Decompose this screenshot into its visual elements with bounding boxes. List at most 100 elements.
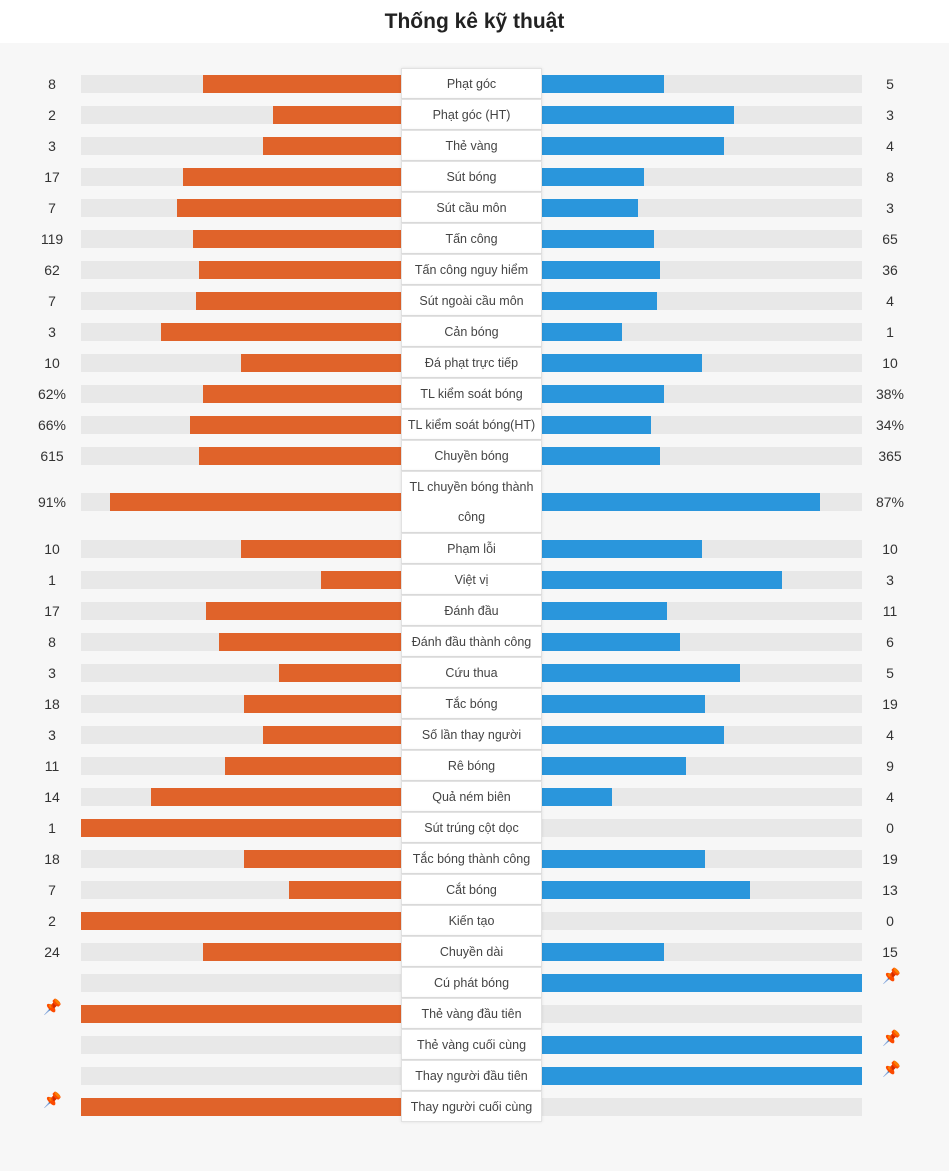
home-bar xyxy=(263,137,401,155)
home-value: 1 xyxy=(48,572,56,588)
home-value: 2 xyxy=(48,913,56,929)
home-bar xyxy=(203,385,401,403)
away-value: 19 xyxy=(882,696,898,712)
home-value: 91% xyxy=(37,494,67,510)
away-bar xyxy=(542,137,724,155)
home-bar-track xyxy=(81,75,401,93)
home-value: 62 xyxy=(44,262,60,278)
stat-label: Tấn công xyxy=(401,223,542,254)
stat-label: Sút trúng cột dọc xyxy=(401,812,542,843)
home-bar xyxy=(81,819,401,837)
home-bar-track xyxy=(81,168,401,186)
home-value: 3 xyxy=(48,324,56,340)
away-bar-track xyxy=(542,199,862,217)
away-bar-track xyxy=(542,540,862,558)
stat-label: Quả ném biên xyxy=(401,781,542,812)
home-bar-track xyxy=(81,261,401,279)
away-bar-track xyxy=(542,912,862,930)
away-bar-track xyxy=(542,850,862,868)
stat-label: TL kiểm soát bóng xyxy=(401,378,542,409)
home-bar-track xyxy=(81,757,401,775)
away-value: 10 xyxy=(882,541,898,557)
home-bar xyxy=(273,106,401,124)
away-bar xyxy=(542,323,622,341)
away-bar-track xyxy=(542,168,862,186)
home-value: 1 xyxy=(48,820,56,836)
away-bar xyxy=(542,385,664,403)
home-bar-track xyxy=(81,850,401,868)
stat-label: Cú phát bóng xyxy=(401,967,542,998)
away-value: 4 xyxy=(886,293,894,309)
home-value: 17 xyxy=(44,169,60,185)
stat-label: Rê bóng xyxy=(401,750,542,781)
away-value: 0 xyxy=(886,913,894,929)
away-bar xyxy=(542,199,638,217)
home-bar-track xyxy=(81,1036,401,1054)
away-bar xyxy=(542,602,667,620)
home-bar xyxy=(203,75,401,93)
away-bar xyxy=(542,1067,862,1085)
away-value: 5 xyxy=(886,76,894,92)
home-value: 11 xyxy=(44,758,60,774)
stat-label: Thay người đầu tiên xyxy=(401,1060,542,1091)
stat-label: Chuyền bóng xyxy=(401,440,542,471)
away-value: 36 xyxy=(882,262,898,278)
stat-label: Phạt góc xyxy=(401,68,542,99)
stat-label: Đánh đầu xyxy=(401,595,542,626)
stat-label: Sút bóng xyxy=(401,161,542,192)
away-value: 15 xyxy=(882,944,898,960)
away-value: 4 xyxy=(886,727,894,743)
stat-label: Chuyền dài xyxy=(401,936,542,967)
away-bar-track xyxy=(542,1098,862,1116)
away-bar xyxy=(542,571,782,589)
home-bar xyxy=(151,788,401,806)
home-value: 18 xyxy=(44,696,60,712)
away-value: 3 xyxy=(886,572,894,588)
home-value: 615 xyxy=(40,448,64,464)
away-value: 10 xyxy=(882,355,898,371)
home-bar xyxy=(110,493,401,511)
home-value: 3 xyxy=(48,138,56,154)
away-bar xyxy=(542,726,724,744)
home-bar xyxy=(244,695,401,713)
stat-label: Đánh đầu thành công xyxy=(401,626,542,657)
away-value: 9 xyxy=(886,758,894,774)
home-bar xyxy=(161,323,401,341)
home-bar-track xyxy=(81,1067,401,1085)
home-value: 62% xyxy=(37,386,67,402)
home-value: 3 xyxy=(48,727,56,743)
home-bar xyxy=(289,881,401,899)
home-value: 7 xyxy=(48,882,56,898)
home-bar xyxy=(199,261,401,279)
header: Thống kê kỹ thuật xyxy=(0,0,949,43)
away-value: 1 xyxy=(886,324,894,340)
away-bar-track xyxy=(542,571,862,589)
away-bar xyxy=(542,757,686,775)
stat-label: Cản bóng xyxy=(401,316,542,347)
away-bar-track xyxy=(542,1005,862,1023)
away-bar xyxy=(542,540,702,558)
home-bar xyxy=(190,416,401,434)
away-bar xyxy=(542,664,740,682)
away-bar xyxy=(542,447,660,465)
away-bar-track xyxy=(542,1036,862,1054)
home-value: 7 xyxy=(48,200,56,216)
home-bar-track xyxy=(81,137,401,155)
away-value: 3 xyxy=(886,107,894,123)
away-value: 365 xyxy=(878,448,902,464)
home-value: 18 xyxy=(44,851,60,867)
away-bar xyxy=(542,633,680,651)
home-bar xyxy=(81,912,401,930)
away-bar xyxy=(542,493,820,511)
home-bar xyxy=(321,571,401,589)
home-bar xyxy=(203,943,401,961)
away-value: 4 xyxy=(886,138,894,154)
home-bar xyxy=(81,1005,401,1023)
away-value: 0 xyxy=(886,820,894,836)
away-value: 3 xyxy=(886,200,894,216)
home-bar xyxy=(199,447,401,465)
away-bar xyxy=(542,1036,862,1054)
away-bar-track xyxy=(542,106,862,124)
away-bar-track xyxy=(542,881,862,899)
home-bar xyxy=(206,602,401,620)
